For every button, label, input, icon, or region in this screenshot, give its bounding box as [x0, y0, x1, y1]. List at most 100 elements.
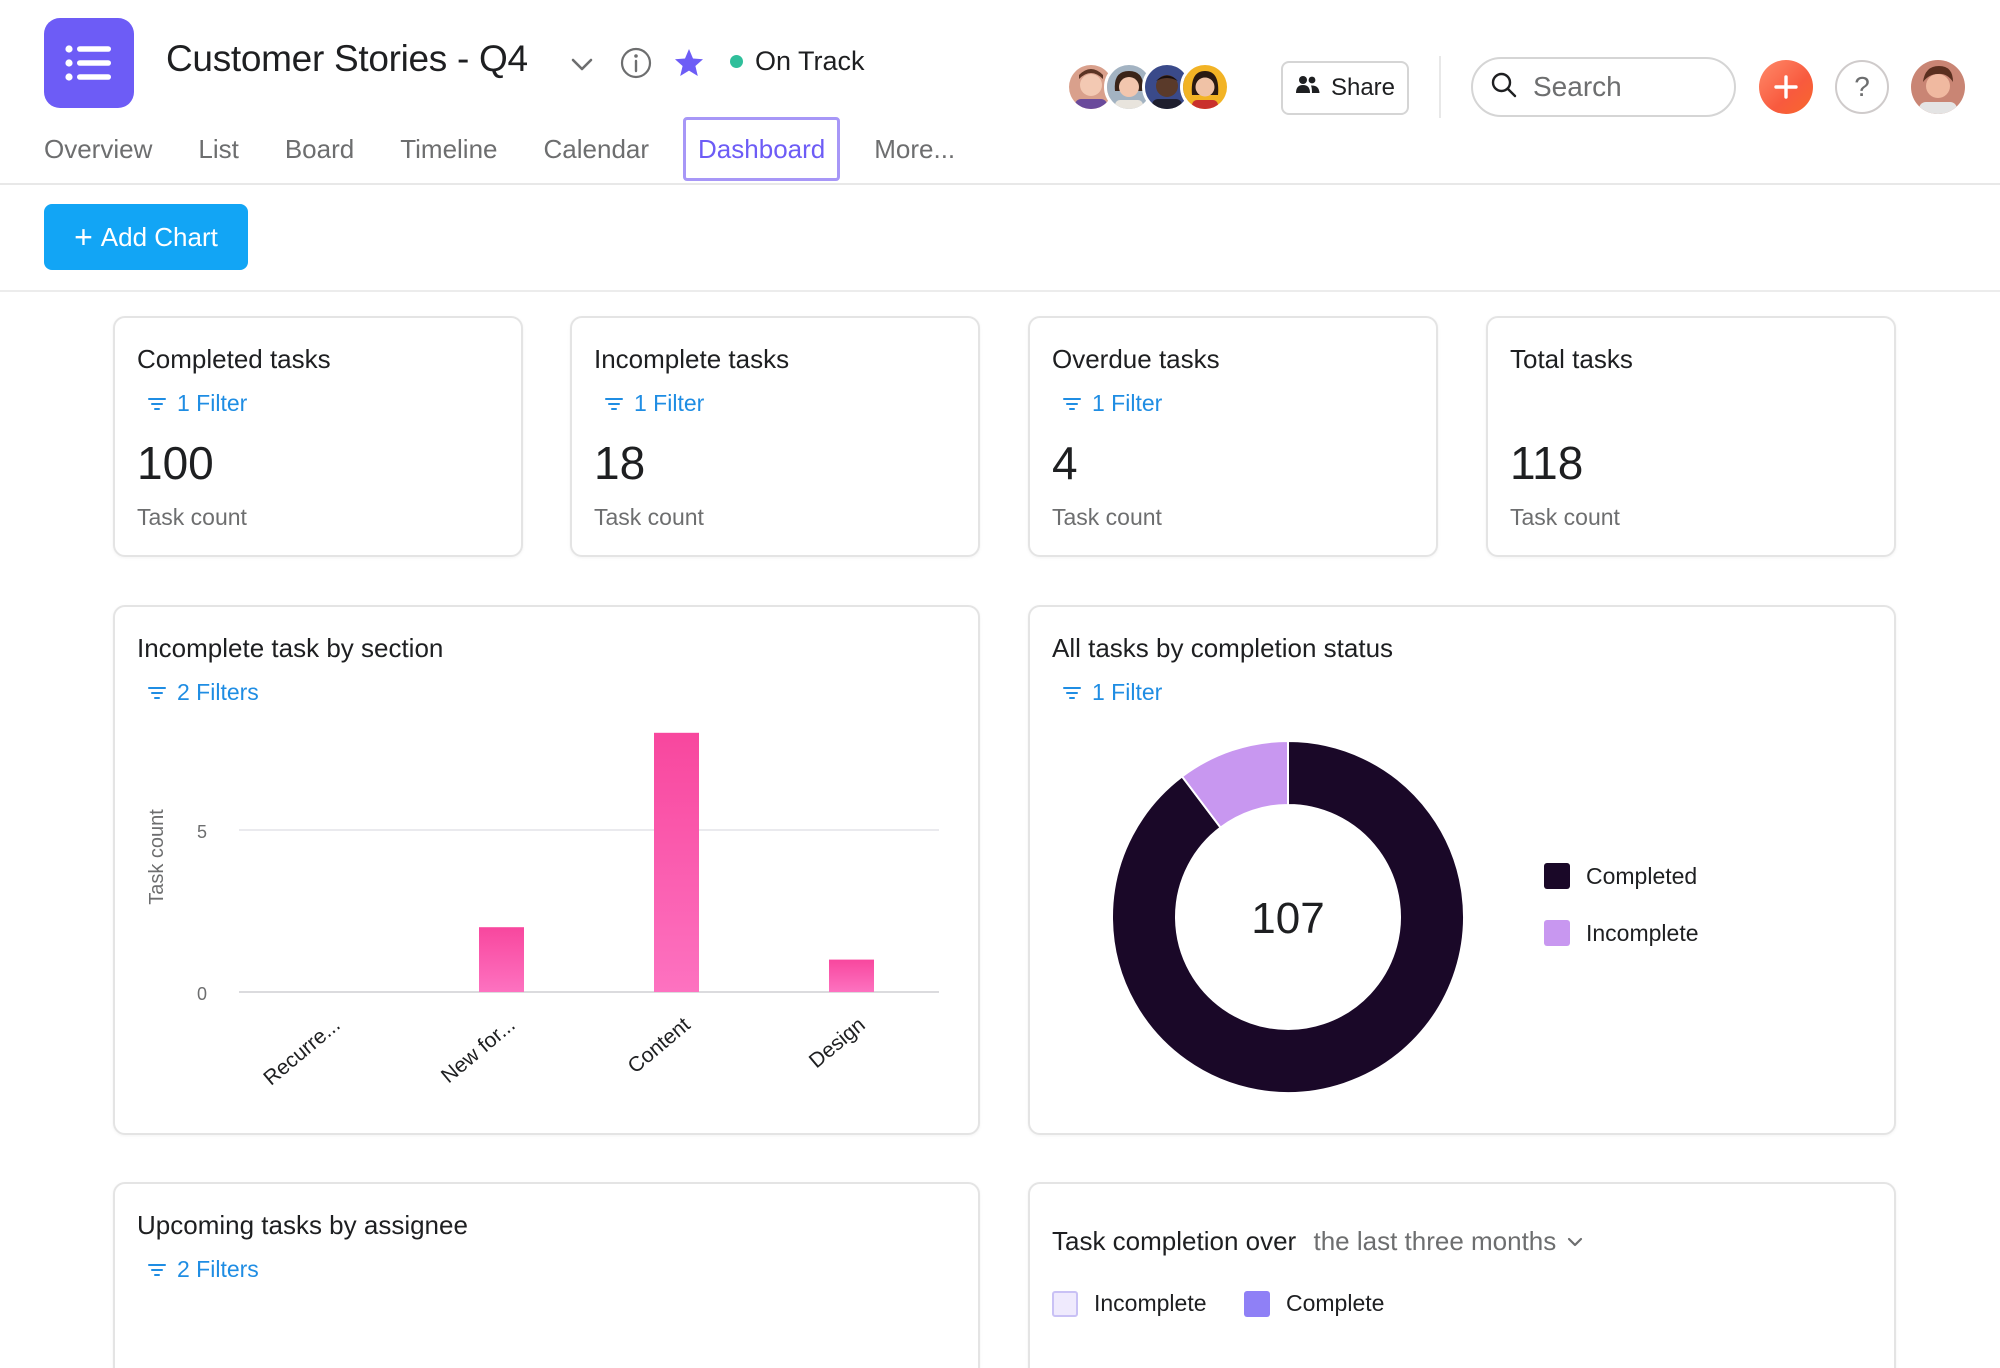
x-tick-label: Recurre...: [259, 1013, 344, 1090]
tab-board[interactable]: Board: [284, 133, 355, 164]
donut-center-value: 107: [1251, 894, 1324, 943]
x-tick-label: Content: [624, 1013, 695, 1078]
status-label: On Track: [755, 46, 865, 76]
legend-swatch: [1544, 920, 1570, 946]
donut-slice[interactable]: [1180, 739, 1289, 829]
chart-card-incomplete-by-section[interactable]: Incomplete task by section 2 Filters 0 5 T…: [113, 605, 980, 1135]
filter-link[interactable]: 2 Filters: [147, 1256, 259, 1283]
filter-label: 1 Filter: [1092, 679, 1163, 705]
share-label: Share: [1330, 74, 1396, 101]
header-divider: [1439, 56, 1441, 118]
share-button[interactable]: Share: [1281, 61, 1409, 115]
tab-overview[interactable]: Overview: [44, 133, 153, 164]
filter-icon: [148, 686, 166, 699]
y-tick-label: 0: [197, 984, 207, 1004]
legend-label: Completed: [1586, 863, 1697, 889]
stat-caption: Task count: [1510, 504, 1620, 530]
card-title: Overdue tasks: [1052, 344, 1220, 374]
card-title: Completed tasks: [137, 344, 331, 374]
tabs-divider: [0, 183, 2000, 185]
stat-caption: Task count: [1052, 504, 1162, 530]
stat-card-total[interactable]: Total tasks 118 Task count: [1486, 316, 1896, 557]
stat-value: 118: [1510, 437, 1584, 489]
card-title: Task completion over the last three mont…: [1052, 1226, 1584, 1257]
avatar[interactable]: [1180, 62, 1230, 112]
legend-swatch: [1244, 1290, 1270, 1317]
user-avatar[interactable]: [1911, 60, 1965, 114]
legend-label: Complete: [1286, 1290, 1385, 1316]
legend-swatch: [1052, 1290, 1078, 1317]
legend-item-complete: Complete: [1244, 1290, 1384, 1317]
bar-chart: 0 5 Task count Recurre... New for... Content D…: [146, 732, 939, 1090]
filter-label: 2 Filters: [177, 679, 259, 705]
x-tick-label: New for...: [437, 1013, 520, 1088]
filter-link[interactable]: 1 Filter: [604, 390, 704, 417]
help-button[interactable]: ?: [1835, 60, 1889, 114]
filter-label: 1 Filter: [177, 390, 248, 416]
filter-label: 2 Filters: [177, 1256, 259, 1282]
card-title: Incomplete task by section: [137, 633, 444, 663]
period-dropdown[interactable]: the last three months: [1313, 1226, 1584, 1257]
add-chart-label: Add Chart: [100, 221, 218, 252]
card-title: All tasks by completion status: [1052, 633, 1394, 663]
card-title-text: Task completion over: [1052, 1226, 1297, 1256]
tab-dashboard[interactable]: Dashboard: [683, 117, 841, 181]
stat-card-incomplete[interactable]: Incomplete tasks 1 Filter 18 Task count: [570, 316, 980, 557]
stat-caption: Task count: [137, 504, 247, 530]
chart-card-completion-status[interactable]: All tasks by completion status 1 Filter …: [1028, 605, 1896, 1135]
filter-link[interactable]: 1 Filter: [1062, 390, 1162, 417]
donut-chart: 107 Completed Incomplete: [1111, 739, 1699, 1094]
legend-label: Incomplete: [1094, 1290, 1207, 1316]
filter-icon: [605, 397, 623, 410]
quick-add-button[interactable]: [1759, 60, 1813, 114]
bar[interactable]: [829, 959, 874, 992]
star-icon[interactable]: [672, 46, 706, 85]
info-icon[interactable]: [619, 46, 653, 85]
filter-icon: [148, 397, 166, 410]
search-icon: [1489, 70, 1519, 105]
tab-more[interactable]: More...: [874, 133, 956, 164]
chevron-down-icon[interactable]: [568, 50, 596, 83]
filter-link[interactable]: 2 Filters: [147, 679, 259, 706]
people-icon: [1295, 74, 1321, 103]
filter-link[interactable]: 1 Filter: [147, 390, 247, 417]
bar[interactable]: [479, 927, 524, 992]
project-status[interactable]: On Track: [730, 46, 865, 77]
legend-swatch: [1544, 863, 1570, 889]
filter-icon: [1063, 686, 1081, 699]
stat-card-completed[interactable]: Completed tasks 1 Filter 100 Task count: [113, 316, 523, 557]
stat-value: 4: [1052, 437, 1078, 489]
card-title: Total tasks: [1510, 344, 1633, 374]
stat-card-overdue[interactable]: Overdue tasks 1 Filter 4 Task count: [1028, 316, 1438, 557]
chart-card-task-completion-over-time[interactable]: Task completion over the last three mont…: [1028, 1182, 1896, 1368]
tab-list[interactable]: List: [198, 133, 239, 164]
plus-icon: +: [74, 219, 93, 255]
project-tabs: Overview List Board Timeline Calendar Da…: [44, 116, 989, 182]
card-title: Incomplete tasks: [594, 344, 790, 374]
search-input[interactable]: [1533, 71, 1703, 103]
y-axis-label: Task count: [146, 809, 168, 905]
filter-icon: [1063, 397, 1081, 410]
status-dot-icon: [730, 55, 743, 68]
chart-card-upcoming-by-assignee[interactable]: Upcoming tasks by assignee 2 Filters: [113, 1182, 980, 1368]
tab-timeline[interactable]: Timeline: [400, 133, 498, 164]
card-title: Upcoming tasks by assignee: [137, 1210, 468, 1240]
x-tick-label: Design: [805, 1013, 870, 1073]
stat-value: 18: [594, 437, 646, 489]
avatar[interactable]: [1142, 62, 1192, 112]
filter-link[interactable]: 1 Filter: [1062, 679, 1162, 706]
project-list-icon[interactable]: [44, 18, 134, 108]
add-chart-button[interactable]: + Add Chart: [44, 204, 248, 270]
bar[interactable]: [654, 732, 699, 992]
search-bar[interactable]: [1471, 57, 1736, 117]
tab-calendar[interactable]: Calendar: [543, 133, 650, 164]
stat-caption: Task count: [594, 504, 704, 530]
project-title[interactable]: Customer Stories - Q4: [166, 38, 528, 79]
stat-value: 100: [137, 437, 214, 489]
filter-label: 1 Filter: [1092, 390, 1163, 416]
toolbar-divider: [0, 290, 2000, 292]
chevron-down-icon: [1568, 1237, 1583, 1246]
donut-slice[interactable]: [1111, 739, 1465, 1094]
legend-item-incomplete: Incomplete: [1052, 1290, 1207, 1317]
y-tick-label: 5: [197, 822, 207, 842]
